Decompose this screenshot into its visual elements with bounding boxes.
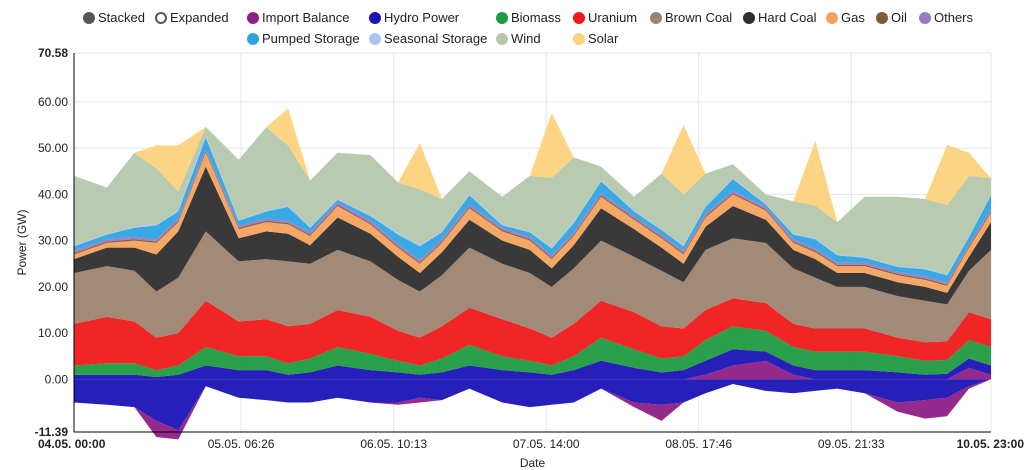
legend-others-label: Others (934, 10, 974, 25)
x-tick-label: 07.05. 14:00 (513, 437, 580, 451)
legend-item-import-balance[interactable]: Import Balance (247, 10, 349, 25)
series-wind-area[interactable] (74, 126, 991, 275)
series-hydro-power-area[interactable] (74, 349, 991, 380)
x-tick-label: 10.05. 23:00 (957, 437, 1025, 451)
legend-pumped-storage-label: Pumped Storage (262, 31, 360, 46)
legend-hard-coal-marker-icon (743, 11, 755, 24)
series-biomass-area[interactable] (74, 326, 991, 377)
negative-hydro-power-area[interactable] (74, 379, 991, 431)
series-uranium-area[interactable] (74, 298, 991, 371)
series-hard-coal-area[interactable] (74, 166, 991, 305)
y-axis-title: Power (GW) (15, 209, 29, 275)
legend-item-wind[interactable]: Wind (496, 31, 541, 46)
legend-brown-coal-marker-icon (650, 11, 662, 24)
chart-legend: Stacked Expanded Import Balance Hydro Power… (0, 0, 1032, 50)
legend-item-brown-coal[interactable]: Brown Coal (650, 10, 732, 25)
legend-item-stacked[interactable]: Stacked (83, 10, 145, 25)
y-tick-label: 0.00 (45, 372, 69, 386)
x-tick-label: 06.05. 10:13 (360, 437, 427, 451)
x-tick-label: 04.05. 00:00 (38, 437, 106, 451)
y-tick-label: 50.00 (38, 141, 68, 155)
series-brown-coal-area[interactable] (74, 231, 991, 343)
legend-expanded-marker-icon (155, 11, 167, 24)
series-import-balance-area[interactable] (74, 360, 991, 380)
legend-expanded-label: Expanded (170, 10, 229, 25)
legend-item-others[interactable]: Others (919, 10, 973, 25)
legend-wind-marker-icon (496, 32, 508, 45)
x-tick-label: 09.05. 21:33 (818, 437, 885, 451)
y-tick-label: 60.00 (38, 95, 68, 109)
legend-oil-label: Oil (891, 10, 907, 25)
legend-oil-marker-icon (876, 11, 888, 24)
y-tick-label: -11.39 (35, 425, 69, 439)
legend-solar-marker-icon (573, 32, 585, 45)
legend-pumped-storage-marker-icon (247, 32, 259, 45)
legend-item-biomass[interactable]: Biomass (496, 10, 561, 25)
legend-item-oil[interactable]: Oil (876, 10, 907, 25)
legend-hard-coal-label: Hard Coal (758, 10, 817, 25)
legend-item-uranium[interactable]: Uranium (573, 10, 637, 25)
legend-item-seasonal-storage[interactable]: Seasonal Storage (369, 31, 487, 46)
legend-brown-coal-label: Brown Coal (665, 10, 733, 25)
legend-solar-label: Solar (588, 31, 619, 46)
legend-import-balance-marker-icon (247, 11, 259, 24)
legend-item-hydro-power[interactable]: Hydro Power (369, 10, 459, 25)
x-axis-title: Date (520, 456, 546, 470)
legend-item-expanded[interactable]: Expanded (155, 10, 229, 25)
y-tick-label: 30.00 (38, 234, 68, 248)
legend-item-hard-coal[interactable]: Hard Coal (743, 10, 817, 25)
area-layer (74, 108, 991, 440)
legend-seasonal-storage-marker-icon (369, 32, 381, 45)
legend-biomass-marker-icon (496, 11, 508, 24)
x-tick-label: 05.05. 06:26 (208, 437, 275, 451)
legend-stacked-label: Stacked (98, 10, 145, 25)
legend-uranium-marker-icon (573, 11, 585, 24)
series-solar-area[interactable] (74, 108, 991, 223)
legend-hydro-power-marker-icon (369, 11, 381, 24)
legend-wind-label: Wind (511, 31, 541, 46)
y-tick-label: 10.00 (38, 326, 68, 340)
y-tick-label: 70.58 (38, 46, 68, 60)
legend-biomass-label: Biomass (511, 10, 561, 25)
series-gas-area[interactable] (74, 152, 991, 293)
negative-import-balance-area[interactable] (74, 379, 991, 440)
legend-hydro-power-label: Hydro Power (384, 10, 460, 25)
legend-gas-label: Gas (841, 10, 865, 25)
legend-gas-marker-icon (826, 11, 838, 24)
legend-stacked-marker-icon (83, 11, 95, 24)
legend-item-pumped-storage[interactable]: Pumped Storage (247, 31, 360, 46)
series-pumped-storage-area[interactable] (74, 137, 991, 283)
legend-seasonal-storage-label: Seasonal Storage (384, 31, 488, 46)
legend-others-marker-icon (919, 11, 931, 24)
legend-item-solar[interactable]: Solar (573, 31, 618, 46)
legend-import-balance-label: Import Balance (262, 10, 350, 25)
y-tick-label: 40.00 (38, 187, 68, 201)
y-tick-label: 20.00 (38, 280, 68, 294)
x-tick-label: 08.05. 17:46 (665, 437, 732, 451)
axis-layer: Power (GW) Date 70.58 60.00 50.00 40.00 30.0… (15, 46, 1024, 470)
legend-uranium-label: Uranium (588, 10, 638, 25)
legend-item-gas[interactable]: Gas (826, 10, 865, 25)
